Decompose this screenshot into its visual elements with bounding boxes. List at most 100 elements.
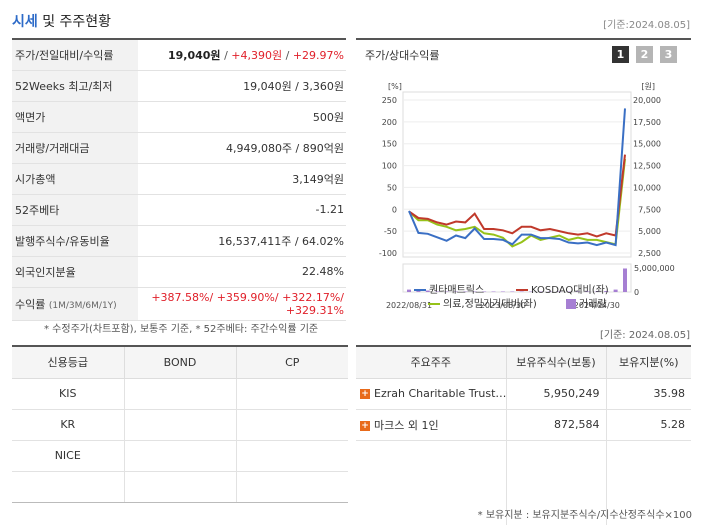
table-row: KIS: [12, 378, 348, 410]
col-header-bond: BOND: [123, 346, 236, 379]
return-6m: +322.17%: [282, 290, 341, 304]
cp: [235, 409, 348, 441]
expand-plus-icon[interactable]: +: [360, 420, 370, 431]
legend-swatch: [428, 303, 440, 305]
left-tick-label: 250: [382, 96, 397, 105]
holders-footnote: * 보유지분 : 보유지분주식수/지수산정주식수×100: [477, 510, 692, 521]
right-tick-label: 17,500: [633, 118, 661, 127]
credit-rating-table: 신용등급 BOND CP KIS KR NICE: [12, 345, 348, 503]
summary-row-shares: 발행주식수/유동비율 16,537,411주 / 64.02%: [12, 225, 346, 257]
right-tick-label: 20,000: [633, 96, 661, 105]
x-tick-label: 2024/04/30: [574, 301, 620, 310]
series-line-kosdaq: [408, 154, 626, 238]
right-tick-label: 10,000: [633, 183, 661, 192]
table-row: + 마크스 외 1인 872,584 5.28: [356, 409, 691, 441]
cp: [235, 440, 348, 472]
separator: /: [340, 290, 344, 304]
right-tick-label: 15,000: [633, 140, 661, 149]
summary-row-returns: 수익률 (1M/3M/6M/1Y) +387.58%/ +359.90%/ +3…: [12, 287, 346, 321]
holder-pct: 5.28: [605, 409, 691, 441]
row-value: 19,040원 / 3,360원: [138, 70, 346, 102]
legend-swatch: [414, 289, 426, 291]
left-tick-label: 100: [382, 162, 397, 171]
holder-shares: 872,584: [505, 409, 606, 441]
chart-grid: [402, 91, 632, 293]
row-value: 4,949,080주 / 890억원: [138, 132, 346, 164]
agency: KR: [12, 409, 124, 441]
axis-labels: 250 200 150 100 50 0 -50 -100 20,000 17,500 15,000…: [379, 82, 675, 310]
agency: KIS: [12, 378, 124, 410]
summary-row-52weeks: 52Weeks 최고/최저 19,040원 / 3,360원: [12, 70, 346, 102]
row-value: 16,537,411주 / 64.02%: [138, 225, 346, 257]
left-tick-label: 0: [392, 205, 397, 214]
right-tick-label: 12,500: [633, 162, 661, 171]
volume-bar: [613, 289, 618, 292]
bond: [123, 378, 236, 410]
row-label: 52Weeks 최고/최저: [12, 70, 138, 102]
agency: NICE: [12, 440, 124, 472]
chart-page-1-button[interactable]: 1: [612, 46, 629, 63]
holder-name[interactable]: 마크스 외 1인: [374, 418, 439, 432]
row-label: 52주베타: [12, 194, 138, 226]
current-price: 19,040원: [167, 48, 221, 62]
bond: [123, 409, 236, 441]
legend-item-s4: 거래량: [566, 295, 607, 310]
plot-frame: [402, 91, 632, 258]
legend-item-s1: 퀀타매트릭스: [414, 281, 484, 296]
volume-bar: [623, 268, 627, 292]
summary-row-foreign: 외국인지분율 22.48%: [12, 256, 346, 288]
right-tick-label: 7,500: [638, 205, 661, 214]
bond: [123, 471, 236, 503]
row-label-sub: (1M/3M/6M/1Y): [48, 300, 117, 311]
summary-row-market-cap: 시가총액 3,149억원: [12, 163, 346, 195]
x-tick-label: 2022/08/31: [386, 301, 432, 310]
summary-row-price: 주가/전일대비/수익률 19,040원 / +4,390원 / +29.97%: [12, 39, 346, 71]
volume-bar: [425, 290, 430, 292]
separator: /: [209, 290, 214, 304]
right-tick-label: 5,000: [638, 227, 661, 236]
chart-page-2-button[interactable]: 2: [636, 46, 653, 63]
series-line-sector: [408, 158, 626, 248]
table-row: [12, 471, 348, 503]
separator: /: [285, 48, 290, 62]
volume-frame: [402, 263, 632, 293]
row-label: 거래량/거래대금: [12, 132, 138, 164]
legend-swatch: [516, 289, 528, 291]
col-header-holder: 주요주주: [356, 346, 506, 379]
volume-tick-label: 5,000,000: [634, 264, 675, 273]
row-value: 500원: [138, 101, 346, 133]
left-axis-unit: [%]: [388, 82, 402, 91]
row-label: 외국인지분율: [12, 256, 138, 288]
row-label: 주가/전일대비/수익률: [12, 39, 138, 71]
chart-panel: 주가/상대수익률 1 2 3 250 200 150 100 50 0 -50 -100 20,…: [356, 38, 691, 313]
chart-title: 주가/상대수익률: [365, 49, 440, 62]
summary-row-par-value: 액면가 500원: [12, 101, 346, 133]
left-tick-label: 200: [382, 118, 397, 127]
left-tick-label: -100: [379, 249, 397, 258]
legend-item-s3: 의료,정밀기기대비(좌): [428, 295, 537, 310]
holder-pct: 35.98: [605, 378, 691, 410]
series-lines: [408, 108, 626, 248]
bond: [123, 440, 236, 472]
cp: [235, 378, 348, 410]
agency: [12, 471, 124, 503]
legend-swatch: [566, 299, 576, 309]
section-title: 시세 및 주주현황: [12, 14, 112, 30]
table-row: KR: [12, 409, 348, 441]
row-label: 시가총액: [12, 163, 138, 195]
price-chart: 250 200 150 100 50 0 -50 -100 20,000 17,500 15,000…: [379, 82, 675, 310]
col-header-cp: CP: [235, 346, 348, 379]
table-row-empty: [356, 440, 691, 525]
return-1m: +387.58%: [151, 290, 210, 304]
holder-name[interactable]: Ezrah Charitable Trust…: [374, 387, 506, 400]
holders-reference-date: [기준: 2024.08.05]: [599, 330, 690, 341]
col-header-shares: 보유주식수(보통): [505, 346, 606, 379]
return-3m: +359.90%: [216, 290, 275, 304]
chart-page-3-button[interactable]: 3: [660, 46, 677, 63]
x-tick-label: 2023/06/30: [480, 301, 526, 310]
price-change-rate: +29.97%: [292, 48, 344, 62]
expand-plus-icon[interactable]: +: [360, 389, 370, 399]
summary-row-beta: 52주베타 -1.21: [12, 194, 346, 226]
row-value: 3,149억원: [138, 163, 346, 195]
volume-bar: [416, 291, 421, 292]
